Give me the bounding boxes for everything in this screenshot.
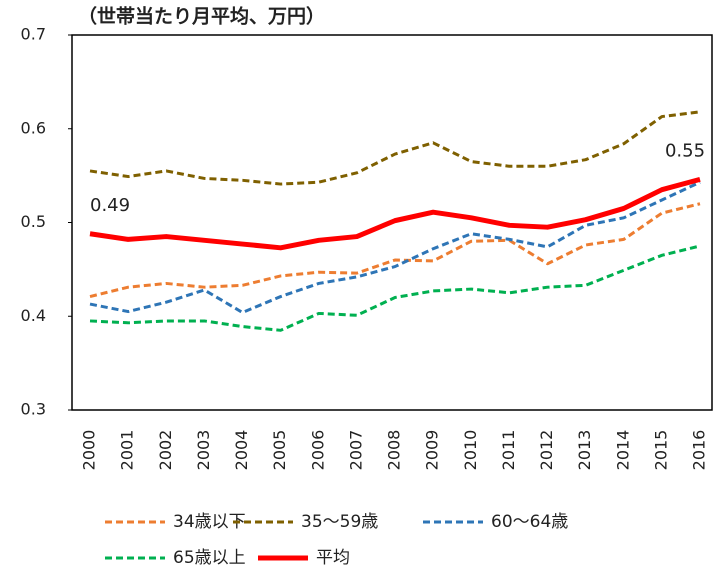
x-tick-label: 2006 [308, 430, 327, 471]
legend-label: 65歳以上 [173, 548, 246, 568]
y-tick-label: 0.6 [21, 118, 46, 137]
chart-subtitle: （世帯当たり月平均、万円） [78, 5, 325, 28]
x-tick-label: 2016 [690, 430, 709, 471]
x-tick-label: 2005 [270, 430, 289, 471]
y-tick-label: 0.3 [21, 400, 46, 419]
legend-label: 平均 [316, 548, 350, 568]
series-line [89, 176, 701, 251]
x-tick-label: 2011 [499, 430, 518, 471]
series-line [89, 244, 701, 332]
y-tick-label: 0.4 [21, 306, 46, 325]
y-tick-label: 0.5 [21, 212, 46, 231]
series-line [89, 110, 701, 186]
x-tick-label: 2014 [613, 430, 632, 471]
x-tick-label: 2003 [194, 430, 213, 471]
x-tick-label: 2008 [385, 430, 404, 471]
x-tick-label: 2010 [461, 430, 480, 471]
data-label: 0.49 [90, 195, 130, 216]
x-tick-label: 2009 [423, 430, 442, 471]
x-tick-label: 2000 [80, 430, 99, 471]
legend-label: 35〜59歳 [301, 512, 378, 532]
x-tick-label: 2013 [575, 430, 594, 471]
y-tick-label: 0.7 [21, 25, 46, 44]
x-tick-label: 2002 [156, 430, 175, 471]
legend-label: 60〜64歳 [491, 512, 568, 532]
x-tick-label: 2015 [651, 430, 670, 471]
x-tick-label: 2004 [232, 430, 251, 471]
series-line [89, 180, 701, 314]
data-label: 0.55 [665, 140, 705, 161]
series-line [89, 202, 701, 299]
legend-label: 34歳以下 [173, 512, 246, 532]
x-tick-label: 2007 [346, 430, 365, 471]
x-tick-label: 2001 [118, 430, 137, 471]
x-tick-label: 2012 [537, 430, 556, 471]
